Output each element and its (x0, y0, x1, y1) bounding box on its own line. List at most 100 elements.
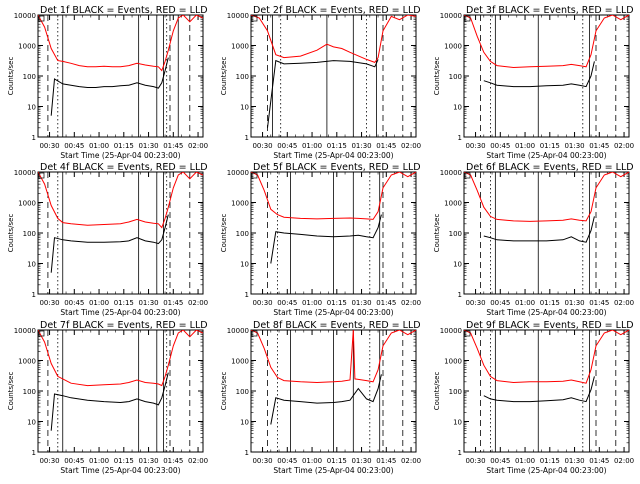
x-tick-label: 01:30 (564, 457, 584, 465)
y-tick-label: 1 (245, 291, 249, 299)
y-tick-label: 10 (240, 261, 249, 269)
y-tick-label: 10000 (14, 327, 36, 335)
x-tick-label: 00:45 (490, 299, 510, 307)
x-axis-label: Start Time (25-Apr-04 00:23:00) (60, 466, 180, 475)
y-axis-label: Counts/sec (220, 57, 228, 96)
x-tick-label: 00:30 (465, 457, 485, 465)
x-tick-label: 00:30 (39, 299, 59, 307)
panel-title: Det 3f BLACK = Events, RED = LLD (466, 5, 634, 16)
y-tick-label: 10000 (227, 12, 249, 20)
corner-flag (464, 330, 471, 337)
y-axis-label: Counts/sec (433, 372, 441, 411)
y-tick-label: 10 (453, 419, 462, 427)
x-tick-label: 01:45 (376, 299, 396, 307)
x-tick-label: 01:15 (327, 142, 347, 150)
panel-8: Det 8f BLACK = Events, RED = LLD 1 10 100 10… (220, 320, 421, 475)
x-tick-label: 01:15 (114, 299, 134, 307)
x-tick-label: 00:30 (252, 457, 272, 465)
panel-title: Det 8f BLACK = Events, RED = LLD (253, 320, 421, 331)
panel-title: Det 5f BLACK = Events, RED = LLD (253, 162, 421, 173)
x-tick-label: 01:00 (515, 299, 535, 307)
corner-flag (251, 15, 258, 22)
panel-data (464, 15, 629, 137)
y-tick-label: 10000 (227, 169, 249, 177)
y-tick-label: 1000 (231, 43, 249, 51)
x-axis-label: Start Time (25-Apr-04 00:23:00) (60, 308, 180, 317)
x-tick-label: 01:30 (564, 142, 584, 150)
y-tick-label: 10 (27, 261, 36, 269)
y-tick-label: 10 (240, 104, 249, 112)
y-tick-label: 1 (32, 134, 36, 142)
y-axis-label: Counts/sec (433, 57, 441, 96)
y-tick-label: 100 (23, 230, 36, 238)
series-events-line (270, 374, 382, 425)
y-tick-label: 100 (23, 388, 36, 396)
panel-data (38, 172, 203, 294)
x-axis-label: Start Time (25-Apr-04 00:23:00) (273, 466, 393, 475)
y-tick-label: 10000 (227, 327, 249, 335)
x-tick-label: 01:30 (351, 299, 371, 307)
series-events-line (270, 214, 382, 264)
y-tick-label: 1000 (444, 43, 462, 51)
x-tick-label: 01:45 (163, 299, 183, 307)
x-tick-label: 01:15 (540, 142, 560, 150)
panel-title: Det 4f BLACK = Events, RED = LLD (40, 162, 208, 173)
x-tick-label: 01:30 (138, 299, 158, 307)
x-tick-label: 00:30 (252, 142, 272, 150)
x-tick-label: 01:30 (138, 457, 158, 465)
corner-flag (38, 15, 45, 22)
x-tick-label: 01:00 (302, 299, 322, 307)
x-tick-label: 00:45 (277, 457, 297, 465)
y-tick-label: 100 (449, 388, 462, 396)
panel-title: Det 7f BLACK = Events, RED = LLD (40, 320, 208, 331)
x-axis-label: Start Time (25-Apr-04 00:23:00) (273, 308, 393, 317)
y-tick-label: 10000 (14, 169, 36, 177)
x-tick-label: 01:45 (589, 299, 609, 307)
y-tick-label: 10 (27, 104, 36, 112)
y-tick-label: 100 (23, 73, 36, 81)
y-tick-label: 1 (245, 134, 249, 142)
y-axis-label: Counts/sec (7, 57, 15, 96)
x-tick-label: 02:00 (188, 142, 208, 150)
x-tick-label: 00:45 (64, 142, 84, 150)
x-tick-label: 02:00 (188, 299, 208, 307)
panel-7: Det 7f BLACK = Events, RED = LLD 1 10 100 10… (7, 320, 208, 475)
x-tick-label: 01:30 (138, 142, 158, 150)
x-axis-label: Start Time (25-Apr-04 00:23:00) (486, 466, 606, 475)
series-lld-line (38, 172, 203, 229)
series-events-line (50, 372, 169, 431)
x-tick-label: 00:30 (465, 299, 485, 307)
x-tick-label: 01:45 (163, 142, 183, 150)
y-axis-label: Counts/sec (220, 372, 228, 411)
x-tick-label: 01:00 (89, 142, 109, 150)
x-tick-label: 01:15 (327, 457, 347, 465)
y-axis-label: Counts/sec (433, 214, 441, 253)
panel-title: Det 6f BLACK = Events, RED = LLD (466, 162, 634, 173)
y-tick-label: 100 (236, 388, 249, 396)
corner-flag (251, 172, 258, 179)
panel-title: Det 1f BLACK = Events, RED = LLD (40, 5, 208, 16)
y-tick-label: 10000 (440, 327, 462, 335)
y-tick-label: 1 (32, 449, 36, 457)
series-lld-line (251, 15, 416, 64)
series-events-line (483, 376, 595, 403)
y-tick-label: 10 (240, 419, 249, 427)
x-tick-label: 01:15 (327, 299, 347, 307)
panel-data (251, 330, 416, 452)
x-tick-label: 01:15 (114, 142, 134, 150)
x-tick-label: 01:15 (114, 457, 134, 465)
y-tick-label: 1 (458, 449, 462, 457)
axes-frame (463, 329, 630, 453)
panel-data (464, 172, 629, 294)
corner-flag (251, 330, 258, 337)
panel-1: Det 1f BLACK = Events, RED = LLD 1 10 100 10… (7, 5, 208, 160)
panel-6: Det 6f BLACK = Events, RED = LLD 1 10 100 10… (433, 162, 634, 317)
series-events-line (267, 59, 379, 128)
y-tick-label: 1 (32, 291, 36, 299)
x-tick-label: 00:45 (64, 299, 84, 307)
panel-data (38, 330, 203, 452)
x-tick-label: 02:00 (614, 457, 634, 465)
series-events-line (50, 57, 169, 116)
y-tick-label: 10 (453, 104, 462, 112)
x-tick-label: 01:15 (540, 457, 560, 465)
